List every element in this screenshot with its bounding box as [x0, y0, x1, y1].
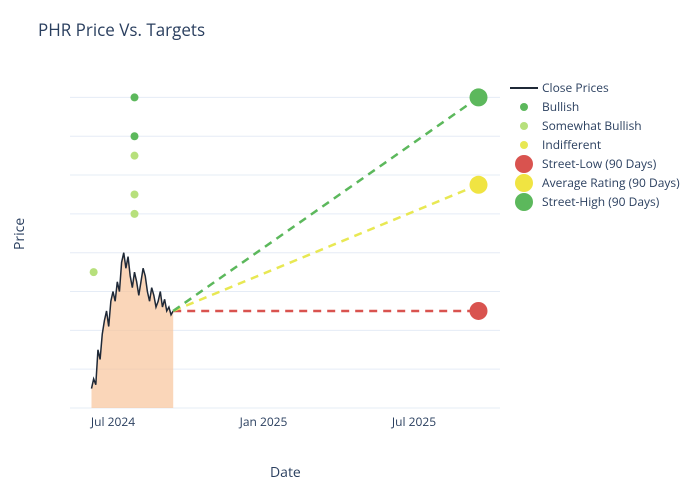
legend-label: Somewhat Bullish: [542, 117, 642, 134]
legend-item[interactable]: Indifferent: [510, 135, 680, 154]
legend-item[interactable]: Somewhat Bullish: [510, 116, 680, 135]
chart-title: PHR Price Vs. Targets: [38, 18, 205, 41]
legend-dot-icon: [520, 103, 528, 111]
price-area-fill: [92, 253, 174, 408]
legend-marker-icon: [515, 193, 533, 211]
legend-dot-icon: [520, 122, 528, 130]
rating-points: [90, 93, 139, 276]
legend-line-swatch: [510, 87, 538, 89]
target-markers: [470, 88, 488, 320]
legend-dot-icon: [520, 141, 528, 149]
legend-item[interactable]: Street-High (90 Days): [510, 192, 680, 211]
x-axis-label: Date: [270, 463, 301, 482]
legend-label: Street-High (90 Days): [542, 193, 659, 210]
legend-item[interactable]: Close Prices: [510, 78, 680, 97]
chart-container: PHR Price Vs. Targets Price Date 1820222…: [0, 0, 700, 500]
legend: Close Prices Bullish Somewhat Bullish Indif…: [510, 78, 680, 211]
y-axis-label: Price: [10, 218, 29, 250]
legend-label: Indifferent: [542, 136, 601, 153]
svg-text:Jan 2025: Jan 2025: [239, 413, 288, 430]
legend-label: Close Prices: [542, 79, 609, 96]
legend-item[interactable]: Average Rating (90 Days): [510, 173, 680, 192]
legend-item[interactable]: Bullish: [510, 97, 680, 116]
legend-marker-icon: [515, 155, 533, 173]
projection-lines: [173, 97, 478, 311]
legend-marker-icon: [515, 174, 533, 192]
x-axis-ticks: Jul 2024 Jan 2025 Jul 2025: [90, 413, 436, 430]
legend-label: Street-Low (90 Days): [542, 155, 656, 172]
svg-text:Jul 2024: Jul 2024: [90, 413, 135, 430]
svg-text:Jul 2025: Jul 2025: [391, 413, 436, 430]
legend-item[interactable]: Street-Low (90 Days): [510, 154, 680, 173]
plot-svg: 182022242628303234 Jul 2024Jan 2025Jul 2…: [70, 68, 500, 438]
legend-label: Bullish: [542, 98, 579, 115]
legend-label: Average Rating (90 Days): [542, 174, 680, 191]
